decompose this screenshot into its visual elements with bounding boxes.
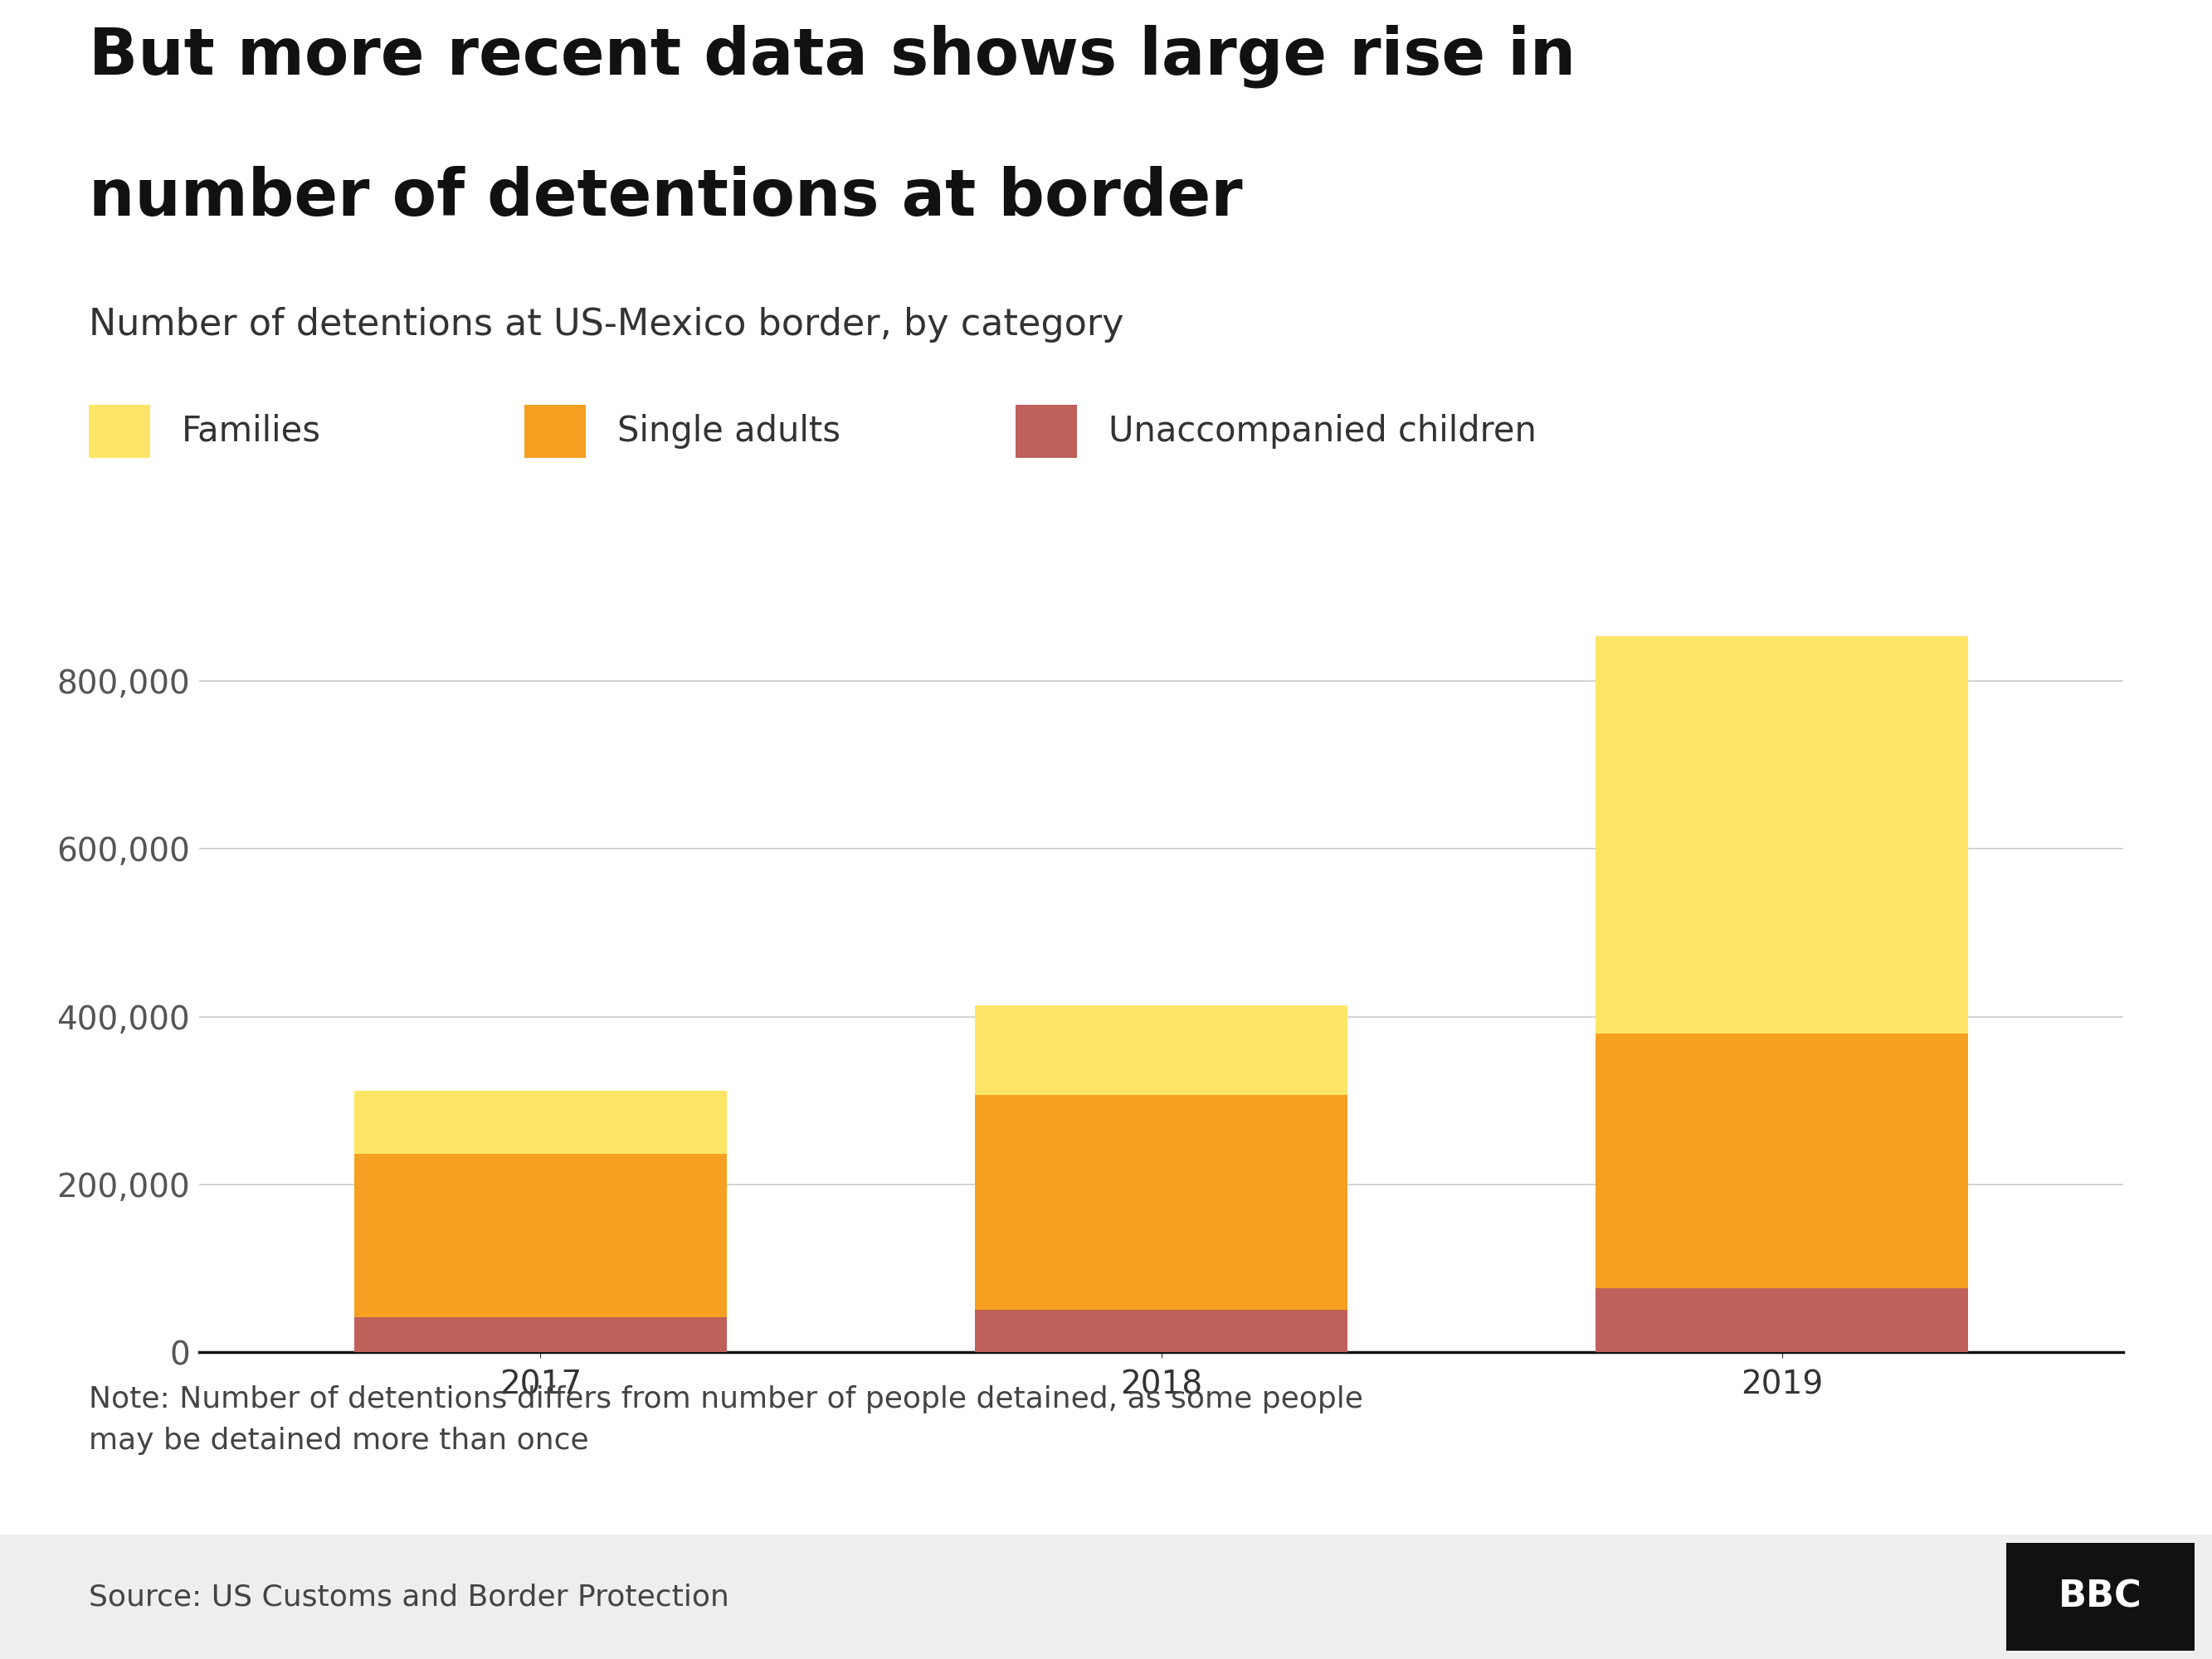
Text: Note: Number of detentions differs from number of people detained, as some peopl: Note: Number of detentions differs from … [88, 1385, 1363, 1455]
Bar [354, 1092, 728, 1153]
Text: Number of detentions at US-Mexico border, by category: Number of detentions at US-Mexico border… [88, 307, 1124, 343]
Bar [354, 1317, 728, 1352]
Bar [1595, 635, 1969, 1034]
Bar [1595, 1289, 1969, 1352]
Bar [975, 1005, 1347, 1095]
Text: number of detentions at border: number of detentions at border [88, 166, 1243, 229]
Text: Families: Families [181, 413, 321, 448]
Text: BBC: BBC [2059, 1579, 2141, 1614]
Text: Single adults: Single adults [617, 413, 841, 448]
Text: Unaccompanied children: Unaccompanied children [1108, 413, 1537, 448]
Bar [975, 1311, 1347, 1352]
Bar [1595, 1034, 1969, 1289]
Text: Source: US Customs and Border Protection: Source: US Customs and Border Protection [88, 1583, 730, 1611]
Text: But more recent data shows large rise in: But more recent data shows large rise in [88, 25, 1575, 88]
Bar [975, 1095, 1347, 1311]
Bar [354, 1153, 728, 1317]
